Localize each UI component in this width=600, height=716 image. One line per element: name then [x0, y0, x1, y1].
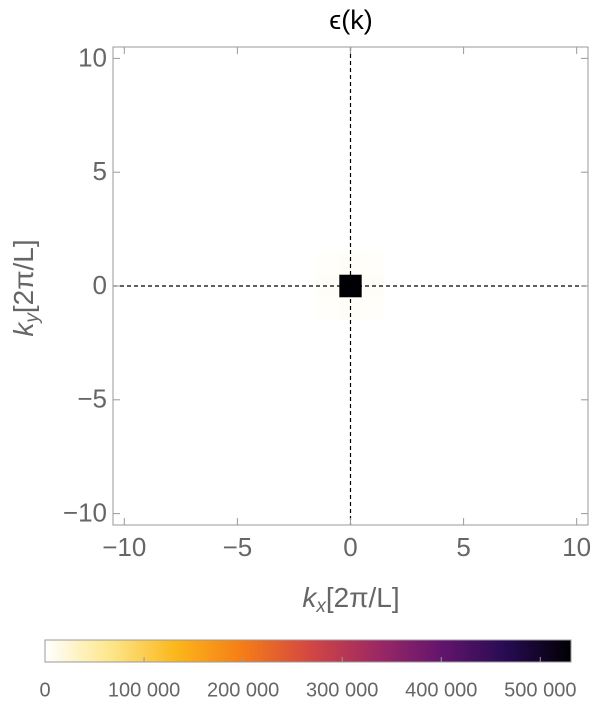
heat-cell [361, 297, 385, 321]
y-tick-label: 0 [93, 270, 107, 300]
x-tick-label: 10 [562, 532, 591, 562]
x-tick-label: −5 [223, 532, 253, 562]
colorbar-tick-label: 300 000 [306, 679, 378, 701]
y-axis-label: ky[2π/L] [8, 239, 43, 336]
heat-cell [316, 251, 340, 275]
colorbar [44, 639, 572, 663]
colorbar-tick-label: 100 000 [108, 679, 180, 701]
x-label-sub: x [315, 596, 327, 617]
heat-cell [361, 251, 385, 275]
x-label-rest: [2π/L] [326, 582, 400, 613]
colorbar-tick-label: 200 000 [207, 679, 279, 701]
colorbar-tick-label: 400 000 [405, 679, 477, 701]
x-label-main: k [302, 582, 318, 613]
colorbar-tick-label: 0 [39, 679, 50, 701]
x-tick-label: −10 [102, 532, 146, 562]
heat-cell [339, 251, 362, 275]
y-tick-label: 10 [78, 42, 107, 72]
y-label-main: k [8, 321, 39, 337]
x-tick-label: 5 [456, 532, 470, 562]
y-label-sub: y [22, 312, 43, 325]
x-axis-label: kx[2π/L] [302, 582, 399, 617]
x-tick-label: 0 [343, 532, 357, 562]
chart-title: ϵ(k) [329, 5, 372, 35]
heat-cell [316, 297, 340, 321]
heat-cell [316, 274, 340, 298]
colorbar-tick-label: 500 000 [504, 679, 576, 701]
y-tick-label: 5 [93, 156, 107, 186]
y-tick-label: −10 [63, 497, 107, 527]
y-label-rest: [2π/L] [8, 239, 39, 313]
y-tick-label: −5 [77, 384, 107, 414]
